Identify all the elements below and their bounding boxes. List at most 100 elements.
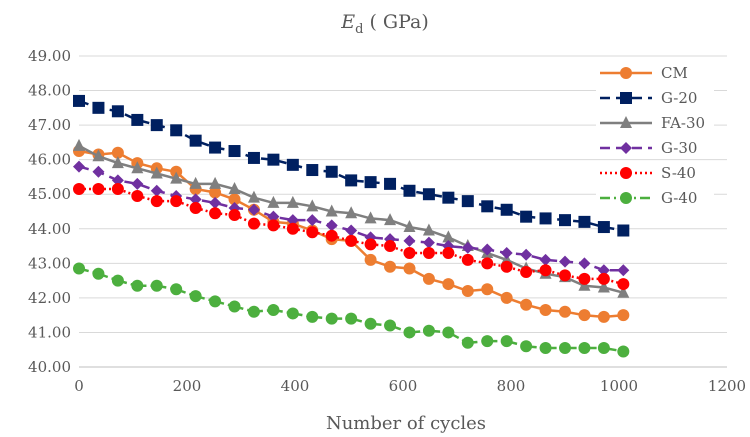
data-point [111, 105, 124, 118]
data-point [150, 184, 163, 197]
data-point [228, 208, 241, 221]
data-point [578, 215, 591, 228]
data-point [209, 141, 222, 154]
data-point [520, 210, 533, 223]
data-point [345, 206, 358, 219]
legend-label: G-40 [661, 189, 697, 207]
series-line [78, 267, 624, 353]
data-point [267, 219, 280, 232]
y-tick-label: 42.00 [28, 289, 71, 307]
data-point [111, 156, 124, 169]
y-tick-label: 44.00 [28, 220, 71, 238]
data-point [384, 177, 397, 190]
data-point [539, 341, 552, 354]
data-point [461, 241, 474, 254]
y-tick-label: 48.00 [28, 82, 71, 100]
data-point [500, 260, 513, 273]
data-point [247, 305, 260, 318]
data-point [345, 174, 358, 187]
data-point [578, 257, 591, 270]
data-point [306, 214, 319, 227]
legend-item: G-40 [596, 187, 714, 209]
data-point [73, 183, 85, 196]
data-point [92, 101, 105, 114]
data-point [442, 326, 455, 339]
data-point [92, 165, 105, 178]
data-point [247, 217, 260, 230]
data-point [481, 200, 494, 213]
data-point [111, 183, 124, 196]
data-point [617, 345, 630, 358]
legend-label: G-20 [661, 89, 697, 107]
data-point [131, 113, 144, 126]
legend-label: FA-30 [661, 114, 705, 132]
data-point [520, 265, 533, 278]
data-point [539, 253, 552, 266]
y-tick-label: 47.00 [28, 116, 71, 134]
data-point [189, 202, 202, 215]
chart-title: Ed ( GPa) [340, 11, 429, 37]
data-point [189, 193, 202, 206]
data-point [306, 199, 319, 212]
data-point [267, 210, 280, 223]
data-point [189, 290, 202, 303]
data-point [520, 248, 533, 261]
legend-marker [620, 192, 632, 204]
data-point [442, 278, 455, 291]
legend-item: S-40 [596, 162, 714, 184]
data-point [111, 146, 124, 159]
chart-title-main: E [340, 11, 355, 33]
data-point [422, 236, 435, 249]
data-point [384, 319, 397, 332]
data-point [539, 303, 552, 316]
data-point [384, 260, 397, 273]
data-point [461, 284, 474, 297]
data-point [559, 305, 571, 318]
data-point [364, 176, 377, 189]
data-point [578, 309, 591, 322]
x-axis-title: Number of cycles [326, 413, 486, 434]
data-point [131, 161, 144, 174]
data-point [286, 214, 299, 227]
legend-marker [620, 92, 632, 104]
data-point [481, 243, 494, 256]
data-point [247, 151, 260, 164]
data-point [170, 283, 183, 296]
y-tick-label: 45.00 [28, 185, 71, 203]
data-point [403, 326, 416, 339]
data-point [384, 213, 397, 226]
data-point [209, 295, 222, 308]
data-point [189, 134, 202, 147]
data-point [228, 300, 241, 313]
data-point [617, 278, 630, 291]
x-tick-label: 400 [281, 377, 310, 395]
data-point [597, 272, 610, 285]
data-point [345, 234, 358, 247]
data-point [403, 220, 416, 233]
data-point [73, 94, 85, 107]
data-point [461, 336, 474, 349]
data-point [92, 149, 105, 162]
legend-marker [620, 142, 632, 154]
data-point [286, 195, 299, 208]
data-point [131, 177, 144, 190]
data-point [481, 283, 494, 296]
data-point [403, 262, 416, 275]
legend-item: FA-30 [596, 112, 714, 134]
data-point [170, 124, 183, 137]
data-point [500, 291, 513, 304]
data-point [228, 193, 241, 206]
data-point [617, 264, 630, 277]
data-point [131, 279, 144, 292]
data-point [559, 214, 571, 227]
data-point [267, 303, 280, 316]
data-point [170, 171, 183, 184]
data-point [150, 119, 163, 132]
data-point [150, 195, 163, 208]
y-tick-label: 49.00 [28, 47, 71, 65]
data-point [403, 234, 416, 247]
data-point [306, 164, 319, 177]
data-point [345, 224, 358, 237]
legend-item: CM [596, 62, 714, 84]
